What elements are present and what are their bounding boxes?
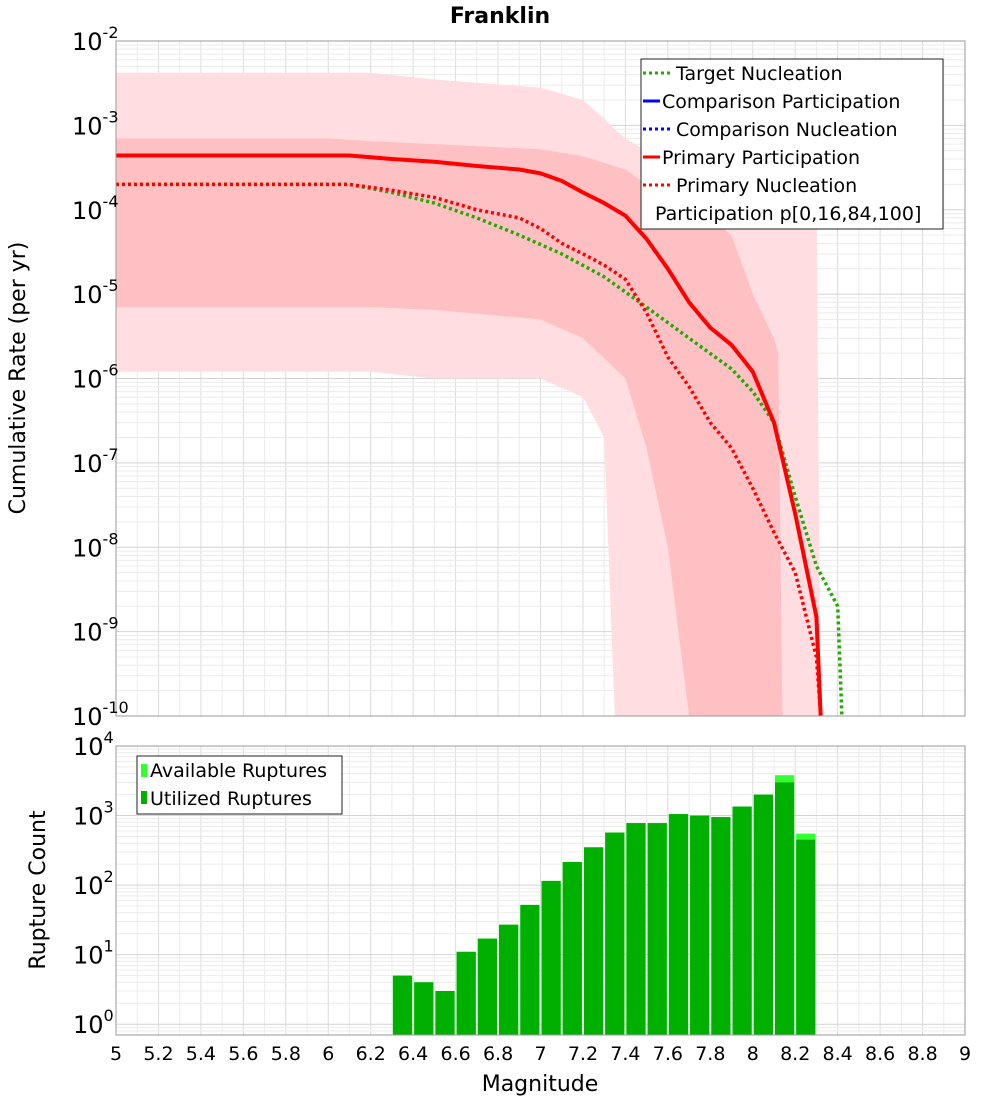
legend-label-available-ruptures: Available Ruptures [150, 760, 327, 782]
rate-series-lines [116, 153, 844, 717]
participation-bands [116, 72, 821, 717]
legend-label-target-nucleation: Target Nucleation [675, 63, 843, 85]
y-tick-label: 10-10 [72, 698, 129, 731]
bar-utilized-ruptures [584, 847, 604, 1035]
x-tick-label: 5 [110, 1043, 122, 1065]
bar-utilized-ruptures [647, 823, 667, 1035]
count-legend: Available Ruptures Utilized Ruptures [136, 755, 343, 815]
x-tick-label: 6.8 [483, 1043, 513, 1065]
x-tick-label: 8.8 [907, 1043, 937, 1065]
x-tick-label: 5.8 [271, 1043, 301, 1065]
x-axis-title: Magnitude [482, 1072, 599, 1097]
x-tick-label: 8.6 [865, 1043, 895, 1065]
bar-utilized-ruptures [668, 814, 689, 1035]
y-tick-label: 10-5 [72, 276, 119, 309]
bar-utilized-ruptures [435, 991, 455, 1035]
bar-utilized-ruptures [456, 951, 476, 1035]
x-tick-label: 8.4 [823, 1043, 853, 1065]
rate-y-tick-labels: 10-10 10-9 10-8 10-7 10-6 10-5 10-4 10-3 10-2 [72, 23, 129, 731]
bar-utilized-ruptures [753, 794, 773, 1035]
rate-panel: 10-10 10-9 10-8 10-7 10-6 10-5 10-4 10-3 10-2 Fr… [6, 4, 966, 731]
bar-utilized-ruptures [711, 817, 731, 1035]
bar-utilized-ruptures [392, 975, 413, 1035]
y-tick-label: 101 [73, 937, 114, 970]
legend-swatch-utilized-ruptures [141, 791, 147, 804]
x-tick-label: 7.4 [610, 1043, 640, 1065]
y-tick-label: 10-7 [72, 445, 119, 478]
x-tick-label: 7.8 [695, 1043, 725, 1065]
series-line-target-nucleation [116, 182, 844, 717]
x-tick-label: 5.2 [143, 1043, 173, 1065]
rate-y-axis-title: Cumulative Rate (per yr) [6, 242, 31, 515]
x-tick-label: 6.4 [398, 1043, 428, 1065]
rate-legend-box [640, 58, 944, 230]
series-line-primary-participation [116, 153, 823, 717]
y-tick-label: 102 [73, 867, 114, 900]
y-tick-label: 10-3 [72, 107, 119, 140]
y-tick-label: 103 [73, 798, 114, 831]
bar-utilized-ruptures [690, 815, 710, 1035]
participation-band [116, 138, 783, 716]
x-tick-label: 5.4 [186, 1043, 216, 1065]
x-tick-label: 6.2 [356, 1043, 386, 1065]
count-y-axis-title: Rupture Count [26, 810, 51, 970]
bar-utilized-ruptures [605, 832, 625, 1035]
legend-label-comparison-nucleation: Comparison Nucleation [676, 119, 898, 141]
bar-utilized-ruptures [477, 938, 497, 1035]
x-tick-label: 6 [322, 1043, 334, 1065]
bar-utilized-ruptures [796, 839, 816, 1035]
bar-utilized-ruptures [562, 862, 582, 1035]
y-tick-label: 10-6 [72, 361, 119, 394]
bar-utilized-ruptures [732, 806, 752, 1035]
chart-title: Franklin [450, 4, 550, 29]
x-tick-label: 5.6 [228, 1043, 258, 1065]
y-tick-label: 100 [73, 1006, 114, 1039]
y-tick-label: 10-8 [72, 529, 119, 562]
y-tick-label: 104 [73, 728, 114, 761]
magnitude-x-tick-labels: 5 5.2 5.4 5.6 5.8 6 6.2 6.4 6.6 6.8 7 7.2 7.4 7.6 7.8 8… [110, 1043, 971, 1065]
legend-label-primary-nucleation: Primary Nucleation [676, 175, 857, 197]
series-line-primary-nucleation [116, 182, 823, 717]
rupture-count-panel: 100 101 102 103 104 5 5.2 5.4 5.6 5.8 6 6.2 6.4 6.6 6… [26, 728, 971, 1097]
bar-utilized-ruptures [775, 782, 795, 1035]
bar-utilized-ruptures [541, 880, 561, 1035]
legend-swatch-available-ruptures [141, 764, 147, 777]
y-tick-label: 10-2 [72, 23, 119, 56]
count-y-tick-labels: 100 101 102 103 104 [73, 728, 114, 1039]
rate-plot-frame [115, 40, 966, 717]
x-tick-label: 9 [959, 1043, 971, 1065]
bar-utilized-ruptures [414, 982, 434, 1035]
x-tick-label: 8.2 [780, 1043, 810, 1065]
legend-label-primary-participation: Primary Participation [662, 147, 860, 169]
rupture-count-bars [392, 775, 816, 1035]
y-tick-label: 10-9 [72, 614, 119, 647]
count-legend-box [136, 755, 343, 815]
legend-label-utilized-ruptures: Utilized Ruptures [150, 788, 312, 810]
x-tick-label: 7.6 [653, 1043, 683, 1065]
x-tick-label: 8 [747, 1043, 759, 1065]
x-tick-label: 6.6 [440, 1043, 470, 1065]
x-tick-label: 7.2 [568, 1043, 598, 1065]
bar-utilized-ruptures [626, 823, 646, 1035]
count-plot-frame [115, 745, 966, 1036]
bar-utilized-ruptures [520, 904, 540, 1035]
legend-label-comparison-participation: Comparison Participation [662, 91, 900, 113]
y-tick-label: 10-4 [72, 192, 119, 225]
bar-utilized-ruptures [499, 924, 519, 1035]
rate-legend: Target Nucleation Comparison Participati… [640, 58, 944, 230]
legend-label-participation-percentiles: Participation p[0,16,84,100] [655, 203, 921, 225]
x-tick-label: 7 [534, 1043, 546, 1065]
